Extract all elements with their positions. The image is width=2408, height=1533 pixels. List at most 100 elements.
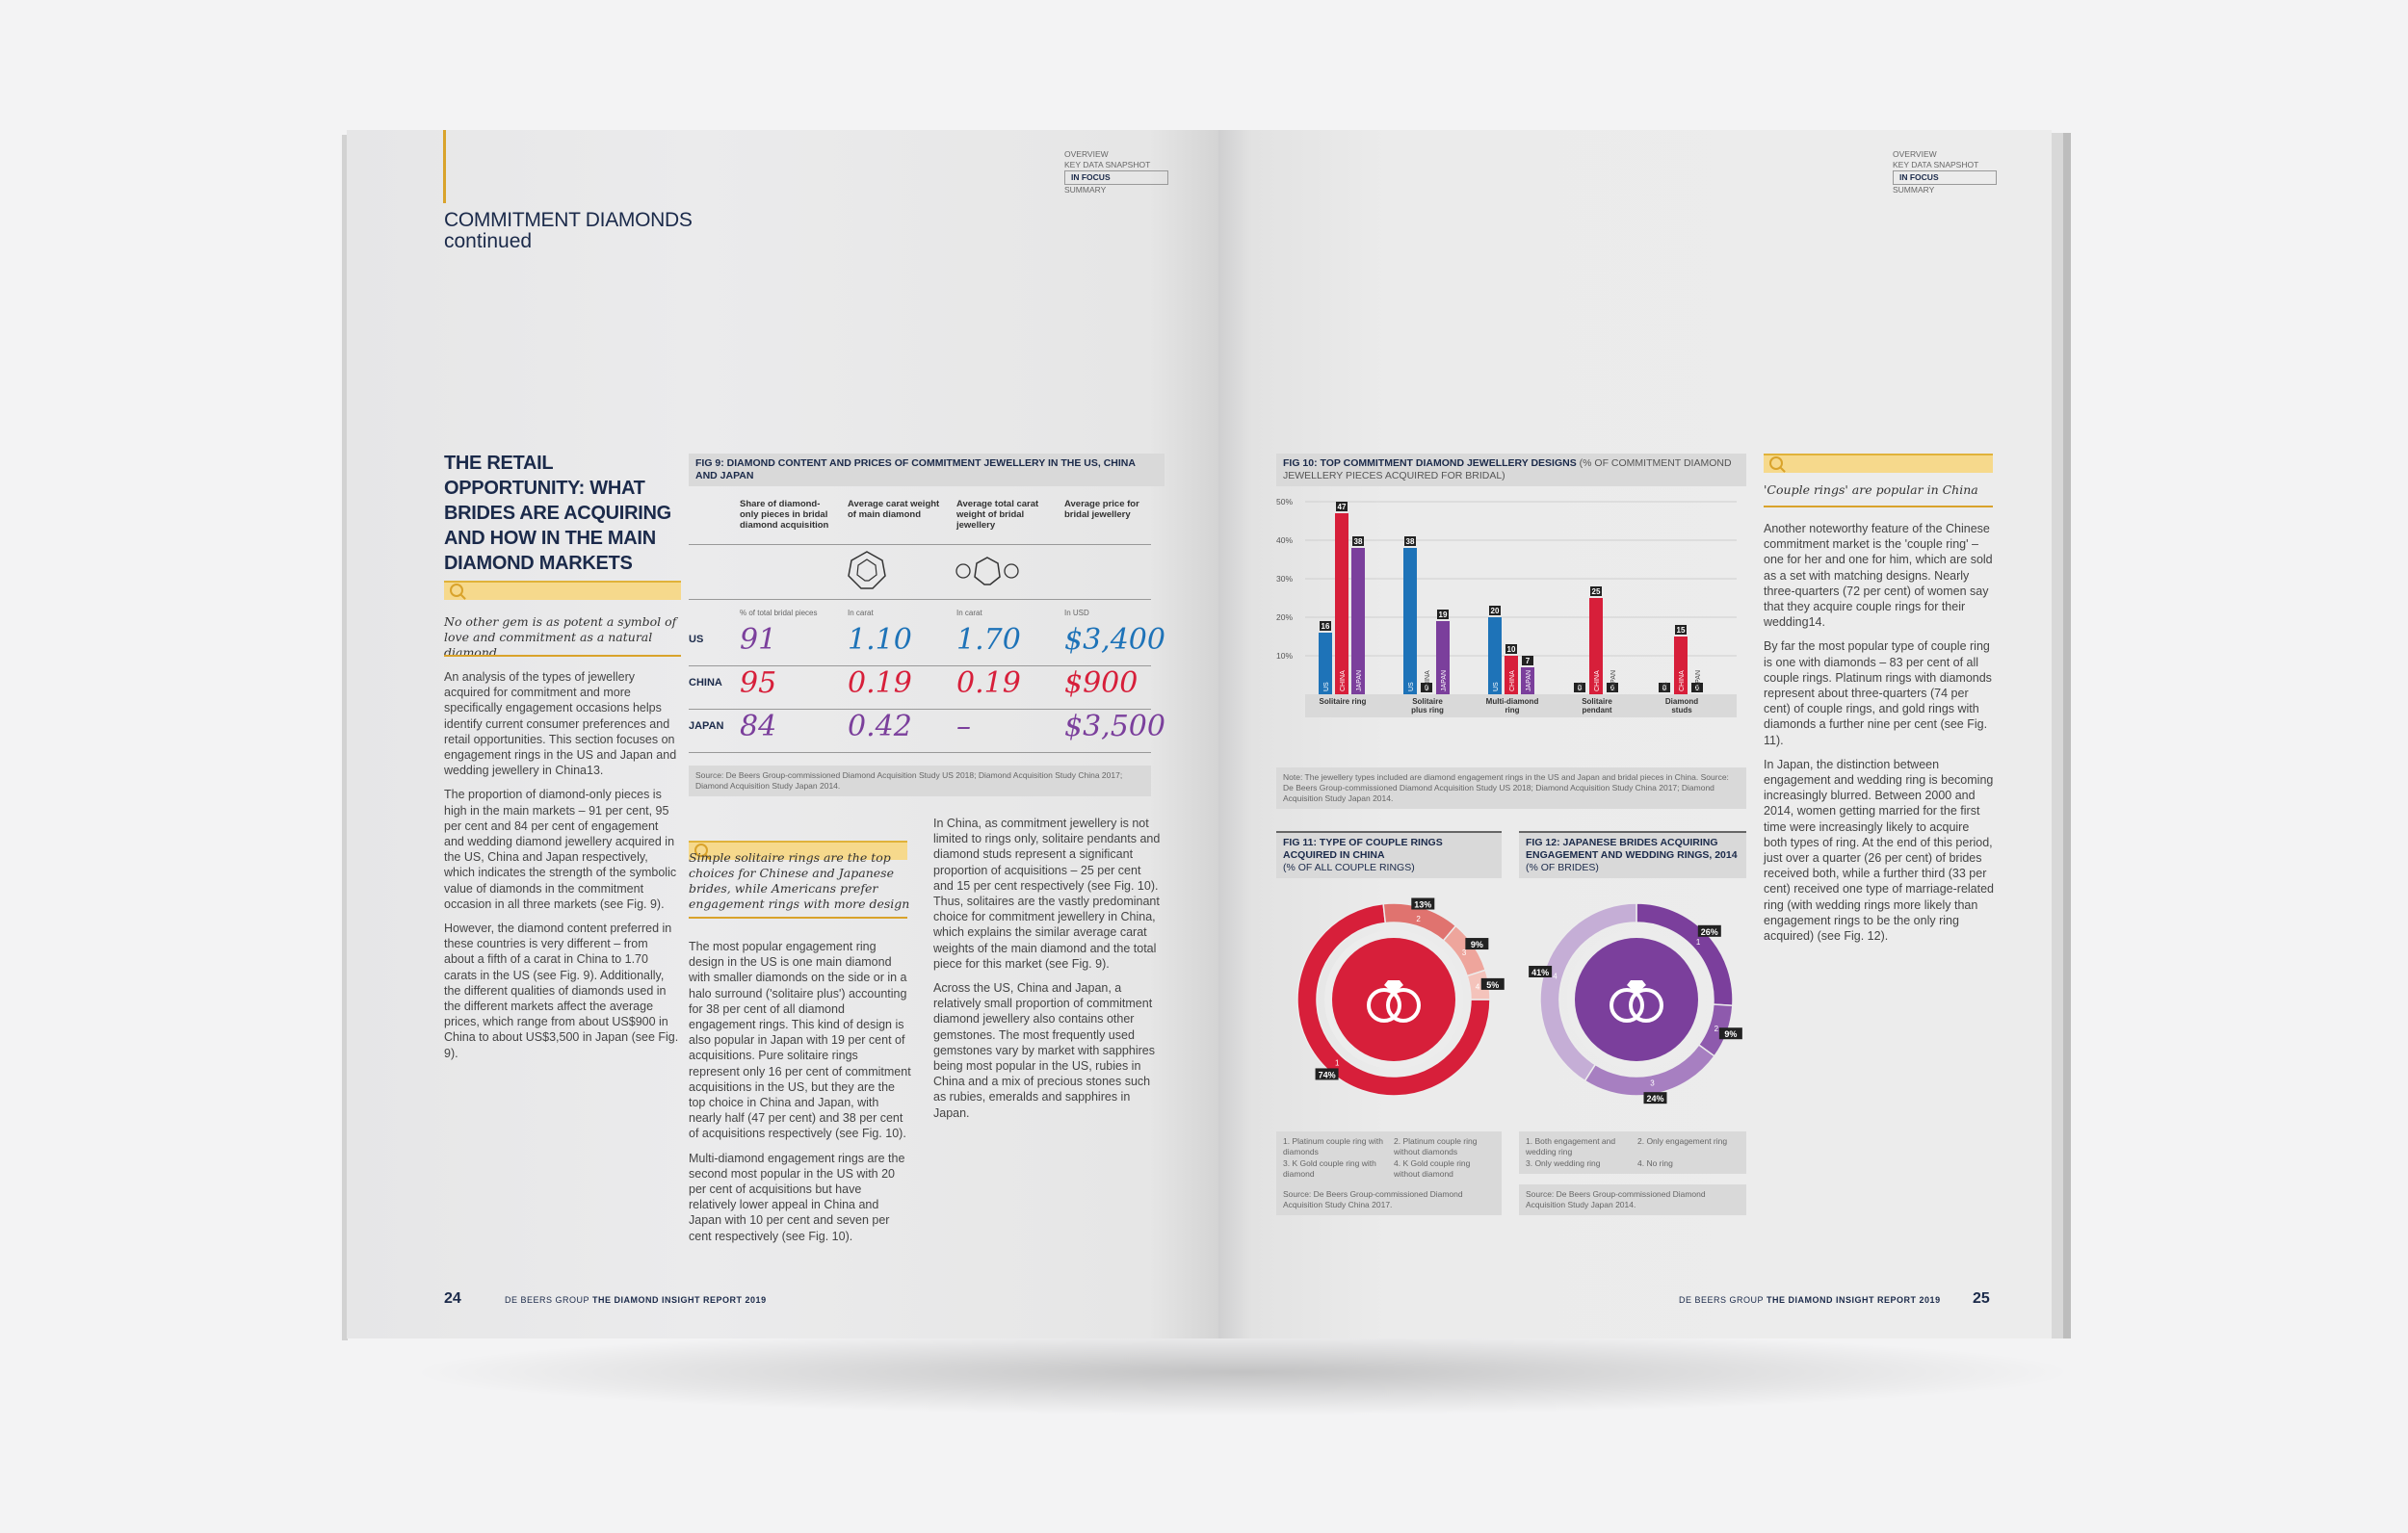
fig9-header-total: Average total carat weight of bridal jew… <box>956 499 1039 531</box>
data-label-bg <box>1574 683 1585 692</box>
page-number: 24 <box>444 1290 461 1307</box>
slice-number: 4 <box>1553 972 1557 980</box>
nav-overview[interactable]: OVERVIEW <box>1064 149 1109 159</box>
bar <box>1589 598 1603 694</box>
nav-overview[interactable]: OVERVIEW <box>1893 149 1937 159</box>
data-label-bg <box>1659 683 1670 692</box>
bar <box>1674 637 1688 694</box>
magnifier-icon <box>1769 456 1783 470</box>
fig11-legend-item: 3. K Gold couple ring with diamond <box>1283 1158 1376 1179</box>
footer: DE BEERS GROUP THE DIAMOND INSIGHT REPOR… <box>1679 1295 1941 1305</box>
data-label-bg <box>1320 621 1331 631</box>
y-tick-label: 50% <box>1276 497 1293 507</box>
fig9-header-price: Average price for bridal jewellery <box>1064 499 1139 520</box>
nav-summary[interactable]: SUMMARY <box>1064 185 1107 195</box>
nav-key-data[interactable]: KEY DATA SNAPSHOT <box>1064 160 1151 169</box>
fig11-legend-item: 1. Platinum couple ring with diamonds <box>1283 1136 1383 1156</box>
data-label-bg <box>1489 606 1501 615</box>
fig11-legend-item: 4. K Gold couple ring without diamond <box>1394 1158 1471 1179</box>
slice-label-bg <box>1411 897 1435 910</box>
sidebar-quote: 'Couple rings' are popular in China <box>1764 482 1978 497</box>
series-label: JAPAN <box>1610 670 1617 691</box>
footer-title: THE DIAMOND INSIGHT REPORT 2019 <box>592 1295 767 1305</box>
nav-in-focus[interactable]: IN FOCUS <box>1893 170 1997 185</box>
page-number: 25 <box>1973 1290 1990 1307</box>
paragraph: An analysis of the types of jewellery ac… <box>444 670 677 778</box>
paragraph: Across the US, China and Japan, a relati… <box>933 981 1155 1120</box>
slice-label-bg <box>1465 938 1489 950</box>
fig9-title: FIG 9: DIAMOND CONTENT AND PRICES OF COM… <box>689 454 1165 486</box>
fig9-us-share: 91 <box>740 623 777 657</box>
slice-number: 3 <box>1462 948 1467 957</box>
footer-title: THE DIAMOND INSIGHT REPORT 2019 <box>1767 1295 1941 1305</box>
fig9-row-label-china: CHINA <box>689 677 722 689</box>
fig11-legend: 1. Platinum couple ring with diamonds 2.… <box>1276 1131 1502 1184</box>
category-label: Multi-diamond <box>1486 697 1539 706</box>
fig9-us-carat: 1.10 <box>848 623 912 657</box>
y-tick-label: 40% <box>1276 535 1293 545</box>
magnifier-icon <box>450 584 463 597</box>
data-label: 0 <box>1578 684 1583 692</box>
slice-label: 41% <box>1531 968 1549 977</box>
fig9-japan-share: 84 <box>740 710 777 743</box>
diamonds-cluster-icon <box>955 557 1019 585</box>
paragraph: However, the diamond content preferred i… <box>444 922 679 1060</box>
fig9-header-carat: Average carat weight of main diamond <box>848 499 940 520</box>
section-title: COMMITMENT DIAMONDS <box>444 209 693 231</box>
category-label: Solitaire <box>1412 697 1443 706</box>
footer: DE BEERS GROUP THE DIAMOND INSIGHT REPOR… <box>505 1295 767 1305</box>
series-label: CHINA <box>1594 670 1601 691</box>
nav-key-data[interactable]: KEY DATA SNAPSHOT <box>1893 160 1979 169</box>
fig9-source: Source: De Beers Group-commissioned Diam… <box>689 766 1151 796</box>
page-stack <box>2052 133 2063 1338</box>
slice-number: 4 <box>1476 982 1480 991</box>
quote-bar-1 <box>444 581 681 600</box>
fig9-rule <box>689 599 1151 600</box>
quote-1-rule <box>444 655 681 657</box>
bar <box>1505 656 1518 694</box>
ring-icon <box>1367 988 1401 1023</box>
paragraph: Multi-diamond engagement rings are the s… <box>689 1151 905 1243</box>
fig12-title-text: FIG 12: JAPANESE BRIDES ACQUIRING ENGAGE… <box>1526 837 1738 861</box>
sidebar-quote-rule <box>1764 506 1993 507</box>
category-label: Solitaire <box>1582 697 1612 706</box>
data-label-bg <box>1607 683 1618 692</box>
headline: THE RETAIL OPPORTUNITY: WHAT BRIDES ARE … <box>444 453 671 574</box>
fig9-china-total: 0.19 <box>956 666 1021 700</box>
sidebar-body: Another noteworthy feature of the Chines… <box>1764 521 1995 952</box>
data-label: 16 <box>1322 622 1330 631</box>
category-label: ring <box>1505 706 1519 715</box>
slice-label: 24% <box>1646 1094 1663 1104</box>
nav-summary[interactable]: SUMMARY <box>1893 185 1935 195</box>
fig10-note: Note: The jewellery types included are d… <box>1276 767 1746 809</box>
category-label: pendant <box>1582 706 1611 715</box>
fig12-title: FIG 12: JAPANESE BRIDES ACQUIRING ENGAGE… <box>1519 831 1746 878</box>
fig9-china-price: $900 <box>1064 666 1139 700</box>
slice-label: 9% <box>1724 1029 1737 1039</box>
data-label: 25 <box>1592 587 1601 596</box>
slice-label: 5% <box>1486 980 1499 990</box>
data-label: 0 <box>1425 684 1429 692</box>
fig12-donut: 26%1 9% 2 24% 3 41% 4 <box>1529 902 1742 1104</box>
data-label-bg <box>1675 625 1687 635</box>
bar <box>1335 513 1348 694</box>
fig9-row-rule <box>689 665 1151 666</box>
data-label: 10 <box>1507 645 1516 654</box>
data-label-bg <box>1505 644 1517 654</box>
category-label: Solitaire ring <box>1320 697 1367 706</box>
paragraph: The most popular engagement ring design … <box>689 940 911 1141</box>
series-label: US <box>1323 682 1330 691</box>
magnifier-icon <box>694 844 708 857</box>
slice-number: 1 <box>1696 938 1701 947</box>
series-label: US <box>1578 682 1584 691</box>
body-column-2: The most popular engagement ring design … <box>689 939 912 1253</box>
data-label: 0 <box>1662 684 1667 692</box>
fig12-subtitle: (% OF BRIDES) <box>1526 862 1599 873</box>
section-subtitle: continued <box>444 230 533 252</box>
series-label: US <box>1662 682 1669 691</box>
series-label: CHINA <box>1340 670 1347 691</box>
paragraph: By far the most popular type of couple r… <box>1764 639 1992 747</box>
slice-label-bg <box>1643 1092 1667 1104</box>
data-label-bg <box>1404 536 1416 546</box>
nav-in-focus[interactable]: IN FOCUS <box>1064 170 1168 185</box>
